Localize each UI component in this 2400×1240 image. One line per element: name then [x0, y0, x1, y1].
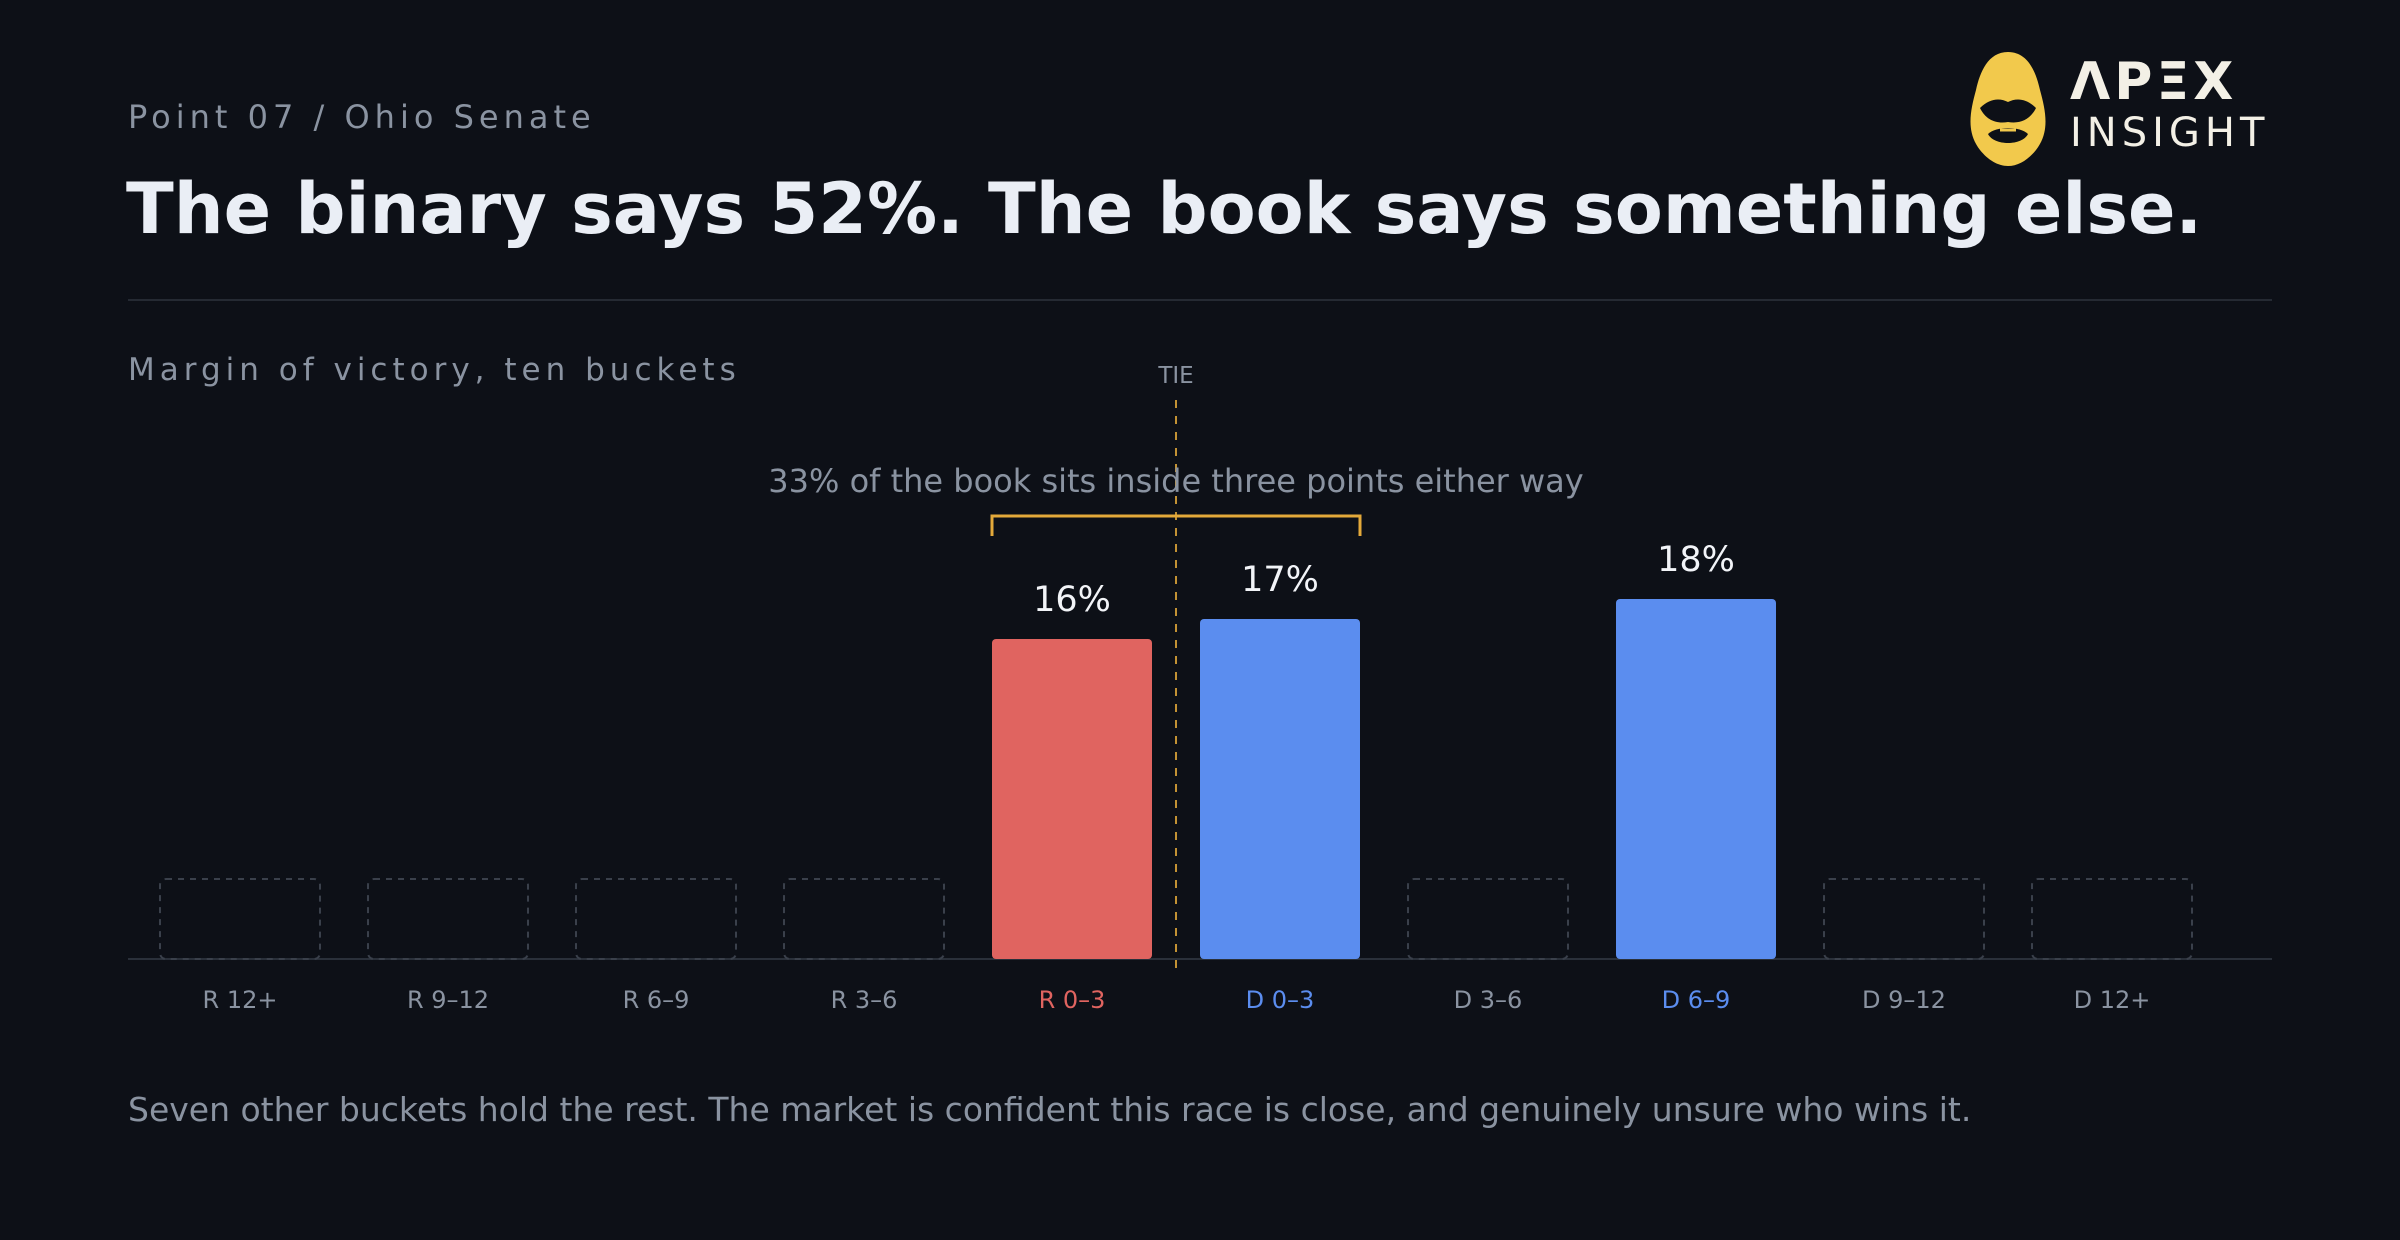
chart-footnote: Seven other buckets hold the rest. The m… — [128, 1090, 1972, 1129]
x-tick-label: D 3–6 — [1454, 986, 1523, 1014]
x-tick-label: R 0–3 — [1039, 986, 1106, 1014]
x-tick-label: R 12+ — [203, 986, 278, 1014]
margin-bar-chart: R 12+ R 9–12 R 6–9 R 3–6 16% R 0–3 17% D 0–3 D 3… — [128, 363, 2272, 1014]
x-tick-label: D 6–9 — [1662, 986, 1731, 1014]
data-label: 16% — [1033, 580, 1111, 620]
bar-D-0–3 — [1200, 619, 1360, 959]
empty-bucket-placeholder — [367, 878, 529, 960]
header-divider — [128, 299, 2272, 301]
annotation-text: 33% of the book sits inside three points… — [768, 462, 1583, 500]
logo-wordmark: ΛPΞX — [2070, 52, 2238, 112]
x-tick-label: D 9–12 — [1862, 986, 1946, 1014]
x-tick-label: R 9–12 — [407, 986, 489, 1014]
empty-bucket-placeholder — [1407, 878, 1569, 960]
empty-bucket-placeholder — [2031, 878, 2193, 960]
data-label: 17% — [1241, 560, 1319, 600]
x-tick-label: R 3–6 — [831, 986, 898, 1014]
tie-label: TIE — [1157, 363, 1193, 389]
page-title: The binary says 52%. The book says somet… — [126, 168, 2203, 250]
bar-R-0–3 — [992, 639, 1152, 959]
empty-bucket-placeholder — [575, 878, 737, 960]
x-tick-label: D 0–3 — [1246, 986, 1315, 1014]
x-tick-label: R 6–9 — [623, 986, 690, 1014]
brand-logo: ΛPΞX INSIGHT — [1960, 48, 2280, 170]
data-label: 18% — [1657, 540, 1735, 580]
chart-label: Margin of victory, ten buckets — [128, 352, 741, 388]
empty-bucket-placeholder — [1823, 878, 1985, 960]
bar-D-6–9 — [1616, 599, 1776, 959]
empty-bucket-placeholder — [159, 878, 321, 960]
annotation-bracket — [990, 514, 1362, 536]
mask-shield-icon — [1970, 52, 2046, 166]
x-tick-label: D 12+ — [2074, 986, 2151, 1014]
empty-bucket-placeholder — [783, 878, 945, 960]
section-kicker: Point 07 / Ohio Senate — [128, 98, 596, 136]
logo-tagline: INSIGHT — [2070, 110, 2270, 156]
